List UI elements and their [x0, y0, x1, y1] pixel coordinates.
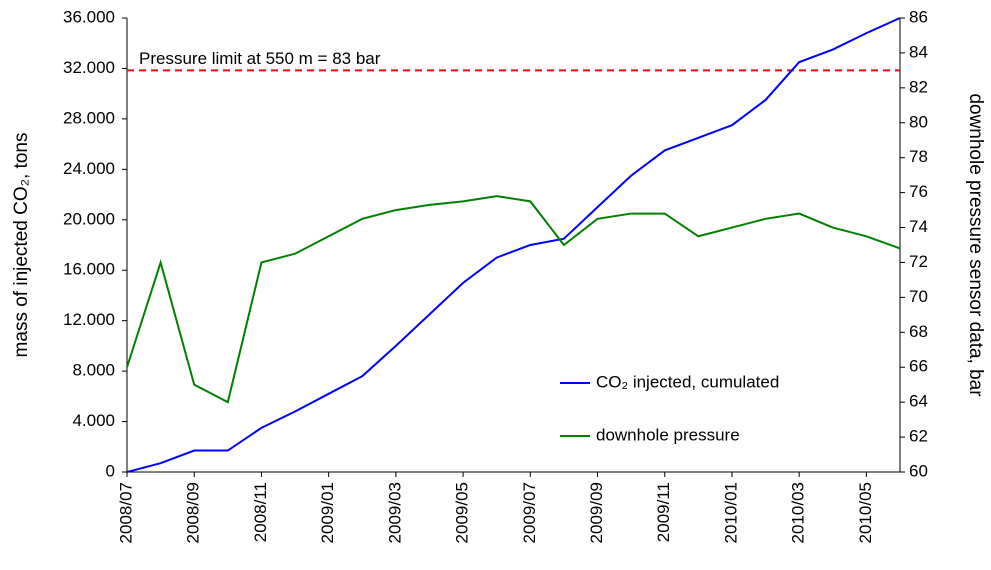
y2-tick-label: 66 [909, 357, 928, 376]
y2-tick-label: 80 [909, 112, 928, 131]
legend-label: downhole pressure [596, 425, 740, 444]
y2-tick-label: 64 [909, 392, 928, 411]
y2-tick-label: 76 [909, 182, 928, 201]
y-tick-label: 20.000 [63, 209, 115, 228]
x-tick-label: 2009/01 [318, 482, 337, 543]
x-tick-label: 2009/07 [520, 482, 539, 543]
reference-label: Pressure limit at 550 m = 83 bar [139, 49, 381, 68]
y-tick-label: 28.000 [63, 108, 115, 127]
y-axis-label: mass of injected CO₂, tons [11, 133, 32, 358]
y2-tick-label: 74 [909, 217, 928, 236]
data-line [126, 195, 901, 404]
x-tick-label: 2009/11 [654, 482, 673, 542]
y2-axis-label: downhole pressure sensor data, bar [965, 93, 986, 397]
y2-tick-label: 60 [909, 461, 928, 480]
x-tick-label: 2010/03 [789, 482, 808, 543]
x-tick-label: 2008/11 [251, 482, 270, 542]
y-tick-label: 8.000 [72, 361, 115, 380]
x-tick-label: 2008/09 [184, 482, 203, 543]
y2-tick-label: 68 [909, 322, 928, 341]
y2-tick-label: 78 [909, 147, 928, 166]
x-tick-label: 2009/05 [453, 482, 472, 543]
y-tick-label: 4.000 [72, 411, 115, 430]
legend-label: CO₂ injected, cumulated [596, 372, 779, 391]
y-tick-label: 0 [106, 461, 115, 480]
y-tick-label: 16.000 [63, 260, 115, 279]
y-tick-label: 32.000 [63, 58, 115, 77]
x-tick-label: 2010/05 [856, 482, 875, 543]
y2-tick-label: 86 [909, 7, 928, 26]
y2-tick-label: 82 [909, 77, 928, 96]
y-tick-label: 24.000 [63, 159, 115, 178]
data-line [126, 17, 901, 473]
y-tick-label: 12.000 [63, 310, 115, 329]
x-tick-label: 2008/07 [116, 482, 135, 543]
y2-tick-label: 72 [909, 252, 928, 271]
x-tick-label: 2010/01 [721, 482, 740, 543]
y-tick-label: 36.000 [63, 7, 115, 26]
y2-tick-label: 70 [909, 287, 928, 306]
x-tick-label: 2009/09 [587, 482, 606, 543]
y2-tick-label: 84 [909, 42, 928, 61]
x-tick-label: 2009/03 [385, 482, 404, 543]
y2-tick-label: 62 [909, 427, 928, 446]
